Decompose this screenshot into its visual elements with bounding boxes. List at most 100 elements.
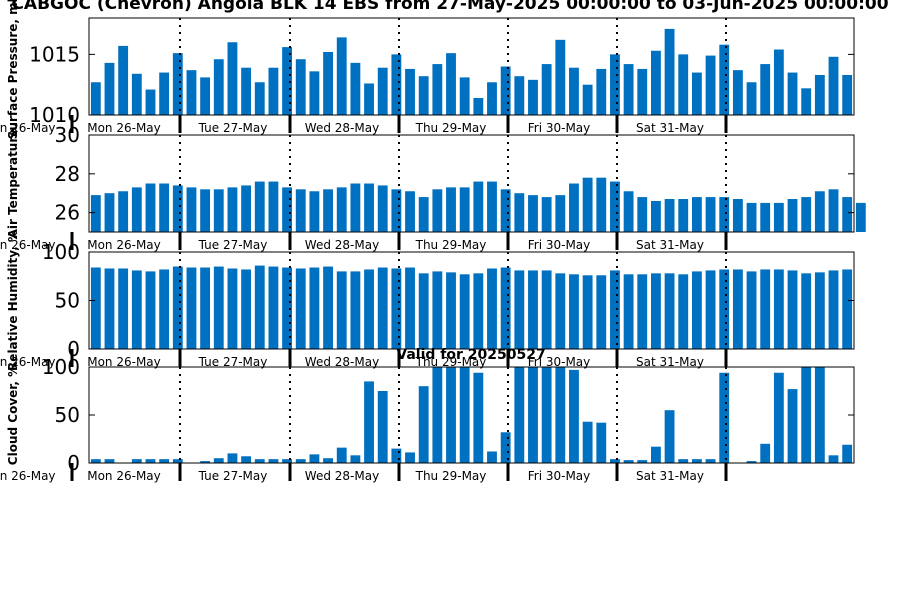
- bar: [405, 452, 415, 463]
- bar: [364, 381, 374, 463]
- bar: [814, 367, 825, 463]
- bar: [596, 68, 607, 115]
- bar: [227, 453, 238, 463]
- bar: [200, 267, 211, 349]
- bar: [145, 271, 156, 349]
- bar: [719, 197, 730, 232]
- bar: [773, 269, 784, 349]
- bar: [268, 459, 279, 463]
- bar: [391, 448, 402, 463]
- bar: [186, 267, 197, 349]
- bar: [651, 273, 661, 349]
- bar: [282, 459, 292, 463]
- bar: [391, 54, 402, 116]
- bar: [200, 189, 211, 232]
- bar: [828, 270, 839, 349]
- bar: [145, 89, 156, 115]
- bar: [377, 391, 388, 463]
- bar: [637, 68, 648, 115]
- bar: [760, 443, 771, 463]
- bar: [295, 59, 306, 115]
- bar: [801, 197, 812, 232]
- x-tick-label: Sat 31-May: [636, 121, 704, 135]
- bar: [145, 459, 156, 463]
- bar: [391, 268, 402, 349]
- bar: [664, 273, 675, 349]
- x-tick-label: Fri 30-May: [528, 238, 591, 252]
- bar: [801, 88, 812, 115]
- bar: [719, 372, 730, 463]
- bar: [528, 270, 538, 349]
- bar: [623, 191, 634, 232]
- bar: [500, 267, 511, 349]
- bar: [582, 275, 593, 349]
- bar: [186, 187, 197, 232]
- bar: [200, 77, 211, 115]
- bar: [90, 267, 101, 349]
- bar: [787, 199, 798, 232]
- bar: [118, 45, 129, 115]
- bar: [295, 189, 306, 232]
- bar: [842, 269, 853, 349]
- bar: [582, 421, 593, 463]
- bar: [268, 181, 279, 232]
- bar: [705, 197, 716, 232]
- x-tick-label: Sun 26-May: [0, 121, 56, 135]
- bar: [746, 202, 757, 232]
- bar: [282, 47, 292, 115]
- bar: [814, 74, 825, 115]
- bar: [213, 189, 224, 232]
- bar: [145, 183, 156, 232]
- bar: [446, 367, 456, 463]
- bar: [241, 185, 252, 232]
- bar: [172, 266, 183, 349]
- bar: [254, 181, 265, 232]
- bar: [213, 59, 224, 115]
- x-tick-label: Sat 31-May: [636, 355, 704, 369]
- bar: [500, 432, 511, 463]
- bar: [104, 193, 115, 232]
- bar: [459, 77, 470, 115]
- bar: [350, 271, 361, 349]
- bar: [186, 70, 197, 115]
- bar: [828, 56, 839, 115]
- bar: [487, 82, 497, 115]
- x-tick-label: Sun 26-May: [0, 355, 56, 369]
- bar: [746, 271, 757, 349]
- x-tick-label: Wed 28-May: [305, 121, 379, 135]
- bar: [623, 274, 634, 349]
- bar: [309, 191, 320, 232]
- bar: [637, 197, 648, 232]
- bar: [541, 197, 552, 232]
- bar: [569, 67, 579, 115]
- bar: [473, 98, 484, 115]
- bar: [268, 266, 279, 349]
- bar: [418, 197, 429, 232]
- bar: [131, 187, 142, 232]
- x-tick-label: Fri 30-May: [528, 355, 591, 369]
- bar: [691, 197, 702, 232]
- bar: [377, 67, 388, 115]
- bar: [432, 271, 443, 349]
- bar: [801, 367, 812, 463]
- bar: [172, 459, 183, 463]
- bar: [323, 189, 333, 232]
- bar: [678, 274, 689, 349]
- bar: [732, 269, 743, 349]
- bar: [254, 265, 265, 349]
- bar: [760, 269, 771, 349]
- bar: [446, 53, 456, 115]
- bar: [541, 270, 552, 349]
- bar: [364, 183, 374, 232]
- bar: [691, 459, 702, 463]
- bar: [773, 372, 784, 463]
- chart-title: CABGOC (Chevron) Angola BLK 14 EBS from …: [11, 0, 888, 14]
- bar: [104, 62, 115, 115]
- bar: [350, 183, 361, 232]
- bar: [487, 451, 497, 463]
- bar: [309, 71, 320, 115]
- bar: [500, 189, 511, 232]
